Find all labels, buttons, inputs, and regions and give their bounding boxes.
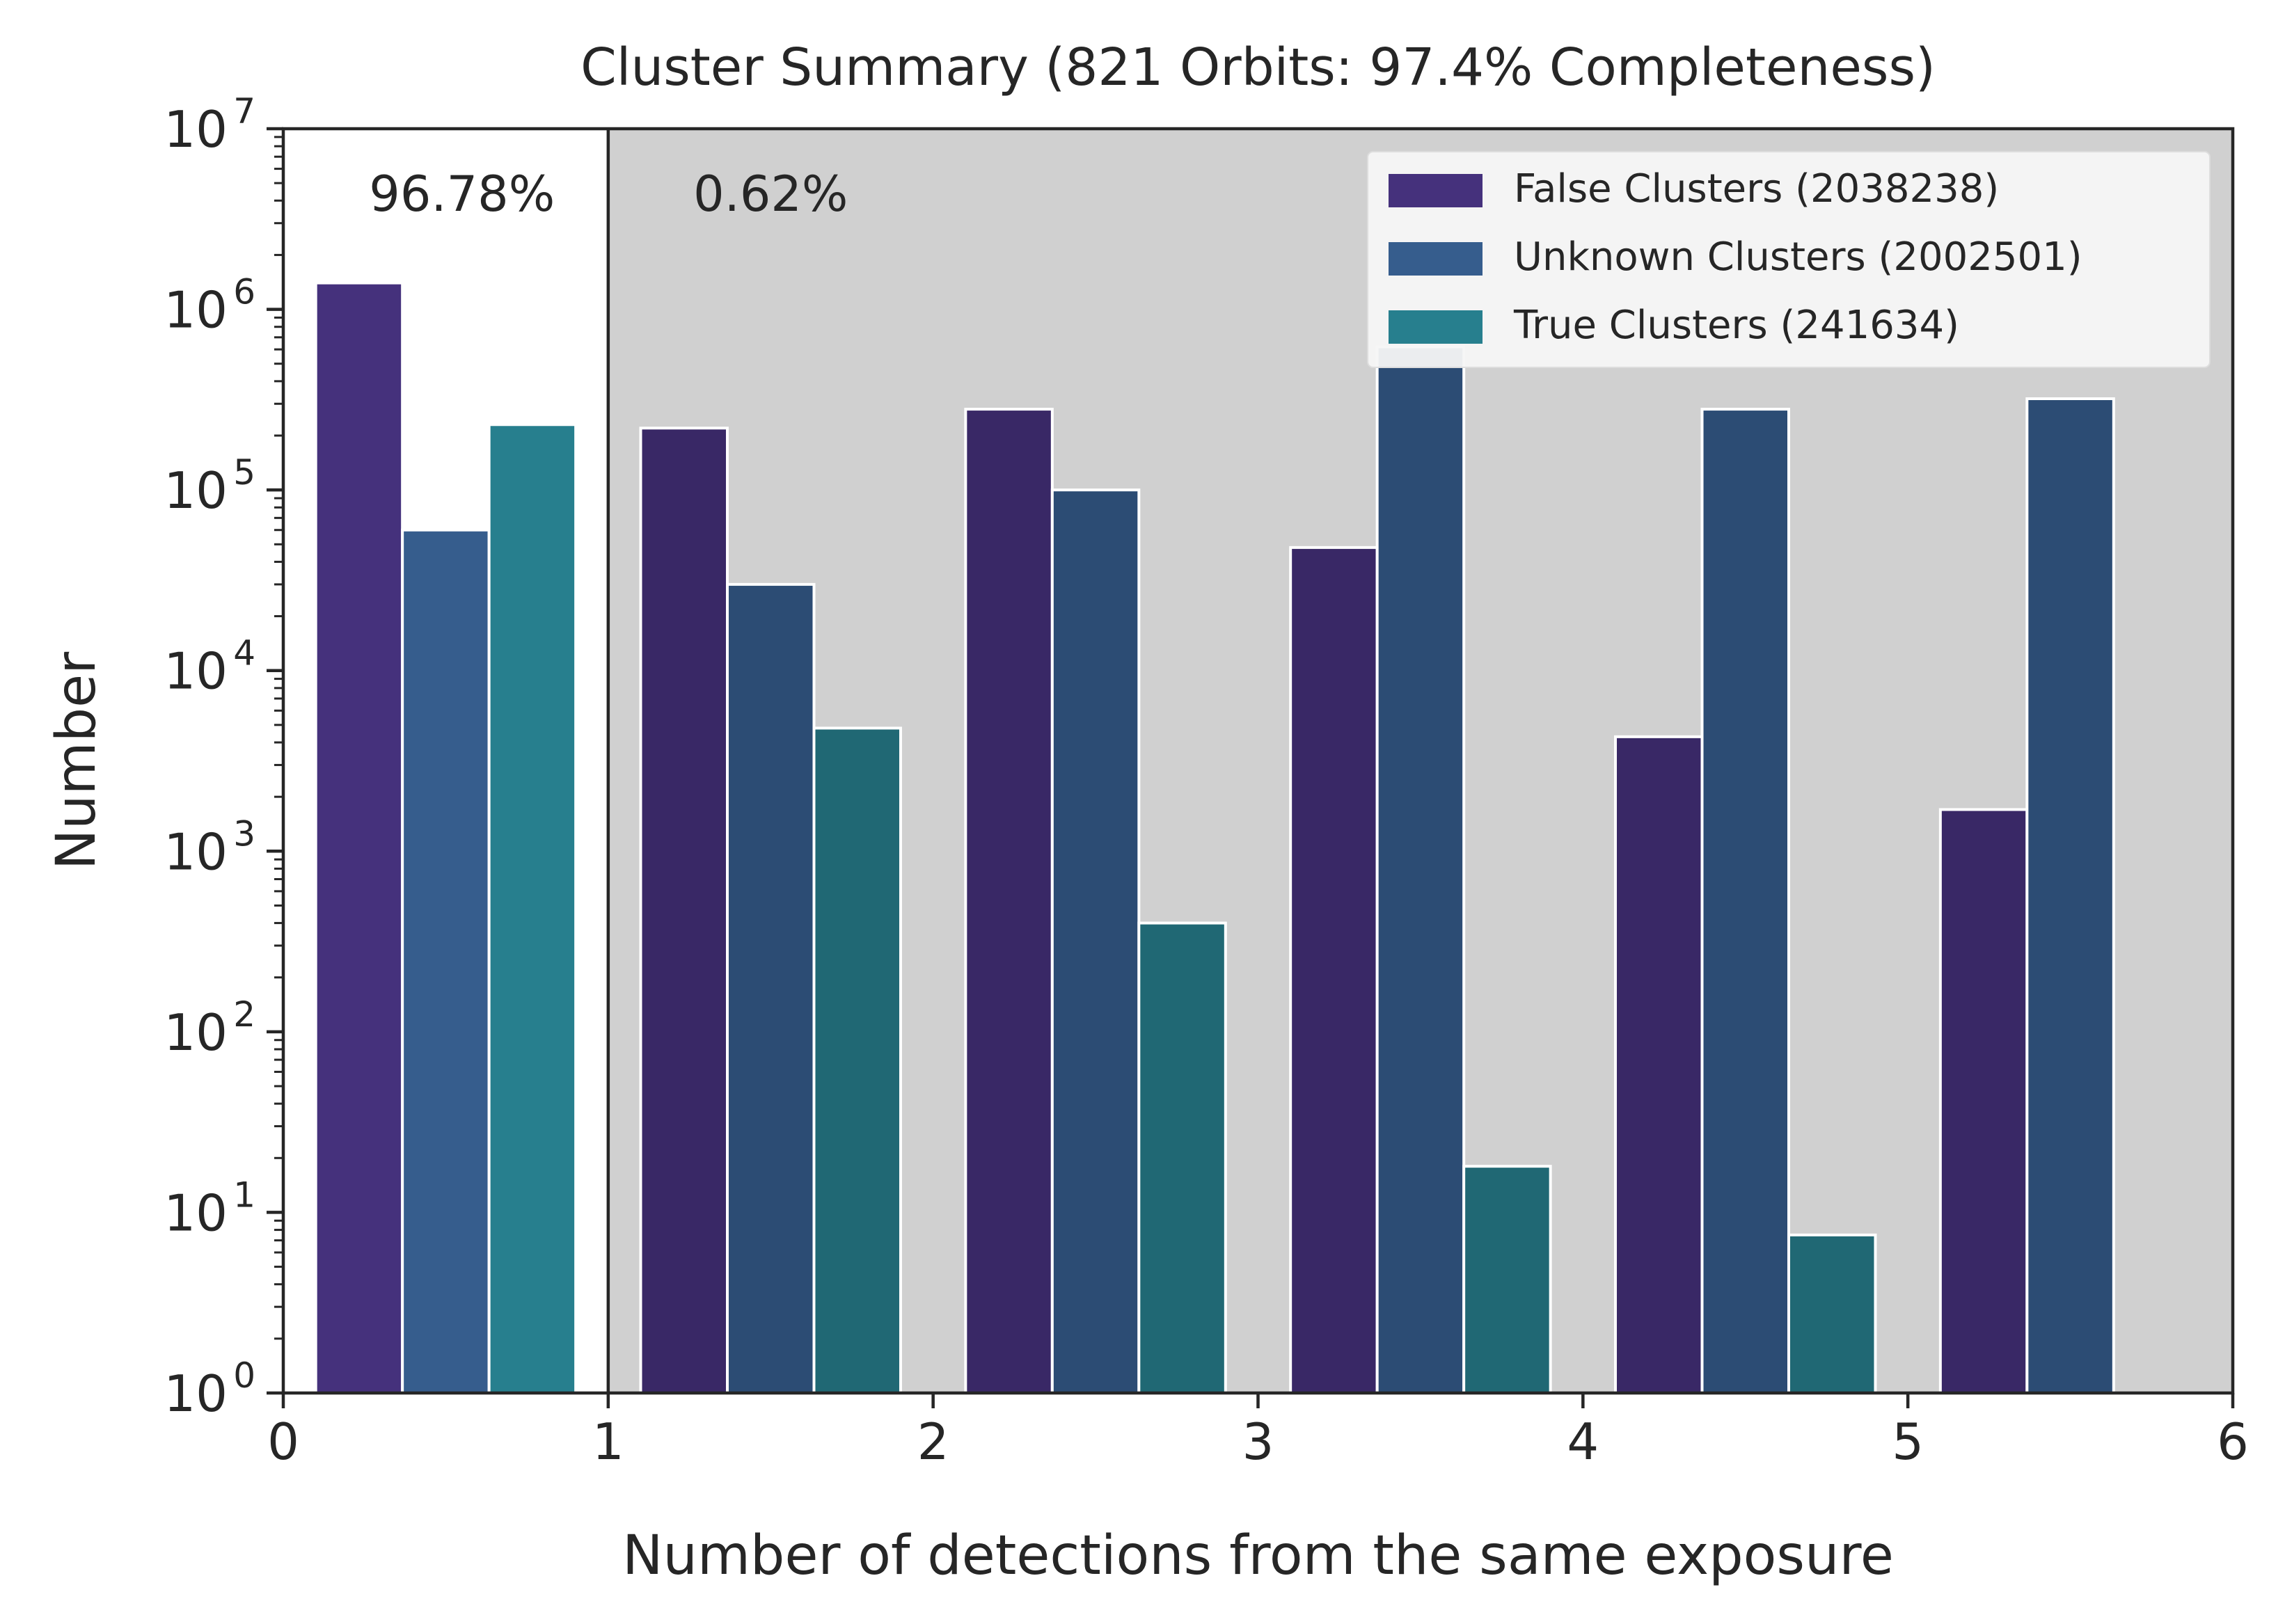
y-tick-label: 10 bbox=[164, 822, 228, 881]
legend-swatch bbox=[1389, 174, 1483, 207]
legend-label: False Clusters (2038238) bbox=[1514, 166, 1999, 212]
annotations: 96.78% 0.62% bbox=[369, 166, 848, 223]
x-tick-label: 5 bbox=[1892, 1412, 1924, 1471]
bar-true-3 bbox=[1462, 1165, 1552, 1394]
y-tick-exponent: 4 bbox=[233, 633, 255, 674]
bar-true-2 bbox=[1137, 921, 1227, 1394]
bar-true-4 bbox=[1787, 1233, 1877, 1395]
x-tick-label: 0 bbox=[267, 1412, 299, 1471]
bar-unknown-2 bbox=[1050, 488, 1141, 1395]
x-tick-label: 6 bbox=[2217, 1412, 2249, 1471]
y-tick-exponent: 0 bbox=[233, 1355, 255, 1396]
y-tick-exponent: 5 bbox=[233, 452, 255, 493]
percentage-annotation: 0.62% bbox=[693, 166, 848, 223]
bar-unknown-1 bbox=[726, 582, 816, 1395]
x-axis: 0 1 2 3 4 5 6 bbox=[267, 1393, 2249, 1471]
x-tick-label: 3 bbox=[1242, 1412, 1274, 1471]
legend-label: Unknown Clusters (2002501) bbox=[1514, 234, 2082, 280]
bar-true-0 bbox=[487, 423, 578, 1394]
bars bbox=[314, 281, 2115, 1395]
legend-label: True Clusters (241634) bbox=[1513, 303, 1959, 348]
chart-title: Cluster Summary (821 Orbits: 97.4% Compl… bbox=[580, 38, 1936, 97]
bar-false-5 bbox=[1938, 808, 2029, 1394]
legend: False Clusters (2038238) Unknown Clusters… bbox=[1367, 151, 2211, 368]
bar-false-4 bbox=[1614, 735, 1704, 1394]
bar-false-2 bbox=[964, 408, 1054, 1395]
bar-unknown-4 bbox=[1700, 408, 1790, 1395]
y-tick-label: 10 bbox=[164, 1184, 228, 1242]
y-tick-label: 10 bbox=[164, 642, 228, 701]
bar-unknown-5 bbox=[2025, 397, 2115, 1394]
legend-swatch bbox=[1389, 242, 1483, 276]
y-tick-exponent: 6 bbox=[233, 272, 255, 312]
x-tick-label: 2 bbox=[917, 1412, 949, 1471]
bar-false-0 bbox=[314, 281, 404, 1395]
y-axis-label: Number bbox=[45, 651, 108, 870]
y-tick-label: 10 bbox=[164, 281, 228, 340]
x-tick-label: 4 bbox=[1567, 1412, 1599, 1471]
y-tick-label: 10 bbox=[164, 100, 228, 159]
bar-unknown-0 bbox=[401, 528, 491, 1395]
percentage-annotation: 96.78% bbox=[369, 166, 555, 223]
y-tick-exponent: 1 bbox=[233, 1175, 255, 1215]
y-tick-label: 10 bbox=[164, 1364, 228, 1423]
y-tick-exponent: 3 bbox=[233, 813, 255, 854]
legend-swatch bbox=[1389, 310, 1483, 344]
y-tick-exponent: 7 bbox=[233, 91, 255, 132]
x-axis-label: Number of detections from the same expos… bbox=[622, 1525, 1894, 1587]
y-tick-exponent: 2 bbox=[233, 994, 255, 1035]
bar-true-1 bbox=[812, 726, 902, 1394]
bar-unknown-3 bbox=[1375, 345, 1466, 1395]
y-tick-label: 10 bbox=[164, 1003, 228, 1062]
bar-false-1 bbox=[639, 427, 729, 1394]
bar-false-3 bbox=[1289, 546, 1379, 1394]
legend-box bbox=[1367, 151, 2211, 368]
y-tick-label: 10 bbox=[164, 461, 228, 520]
x-tick-label: 1 bbox=[592, 1412, 624, 1471]
